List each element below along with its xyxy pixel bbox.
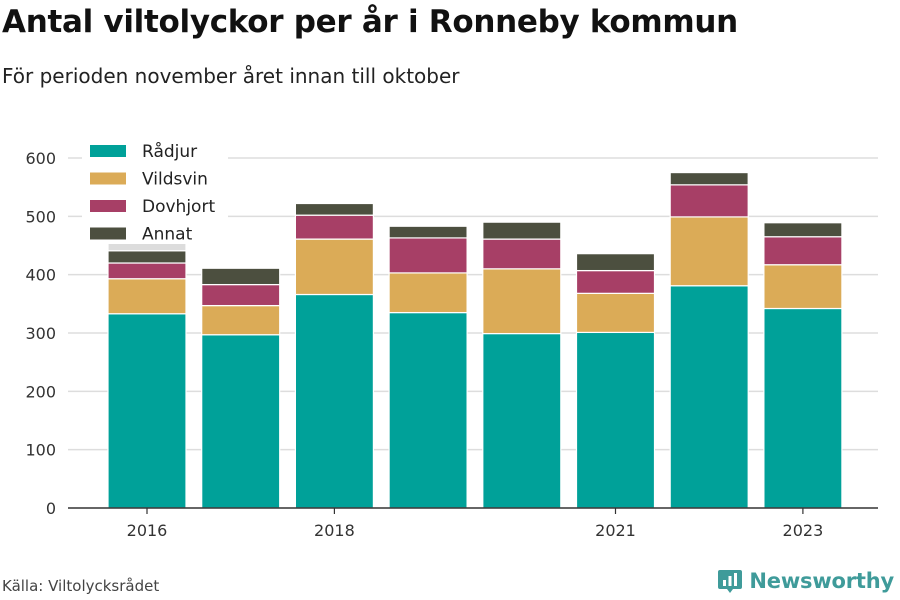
bar-segment <box>482 268 562 335</box>
bar-segment <box>763 236 843 266</box>
y-tick-label: 600 <box>25 149 56 168</box>
y-tick-label: 200 <box>25 382 56 401</box>
x-tick-label: 2021 <box>595 521 636 540</box>
newsworthy-logo-icon <box>718 570 743 593</box>
bar-segment <box>294 238 374 296</box>
newsworthy-logo: Newsworthy <box>717 568 894 594</box>
legend-swatch <box>90 172 126 185</box>
bar-segment <box>669 285 749 509</box>
legend-swatch <box>90 227 126 240</box>
bar-segment <box>669 184 749 218</box>
bar-segment <box>763 264 843 310</box>
chart-title: Antal viltolyckor per år i Ronneby kommu… <box>2 4 738 40</box>
legend-swatch <box>90 200 126 212</box>
stacked-bar-chart: 0 100 200 300 400 500 600 2016 2018 2021 2023 Rådju… <box>25 141 878 540</box>
bar-segment <box>763 307 843 509</box>
bar-segment <box>388 311 468 509</box>
bar-segment <box>669 171 749 186</box>
y-tick-label: 0 <box>46 499 56 518</box>
bar-segment <box>201 267 281 286</box>
y-tick-label: 100 <box>25 441 56 460</box>
bar-segment <box>482 221 562 240</box>
bar-segment <box>482 238 562 270</box>
bar-segment <box>575 269 656 294</box>
bar-segment <box>763 222 843 238</box>
bar-segment <box>669 216 749 287</box>
x-tick-label: 2018 <box>314 521 355 540</box>
legend-label: Dovhjort <box>142 197 215 217</box>
bar-segment <box>388 237 468 274</box>
brand-name: Newsworthy <box>749 569 894 593</box>
legend-label: Annat <box>142 225 193 245</box>
bar-segment <box>294 202 374 216</box>
bar-segment <box>107 313 187 509</box>
legend-label: Vildsvin <box>142 170 208 190</box>
chart-subtitle: För perioden november året innan till ok… <box>2 64 460 88</box>
bar-segment <box>201 334 281 509</box>
y-tick-label: 400 <box>25 266 56 285</box>
bar-segment <box>575 292 656 334</box>
y-tick-label: 300 <box>25 324 56 343</box>
source-note: Källa: Viltolycksrådet <box>2 577 160 595</box>
bar-segment <box>201 304 281 336</box>
bar-segment <box>201 283 281 307</box>
bar-segment <box>575 331 656 509</box>
bar-segment <box>107 278 187 315</box>
legend-swatch <box>90 145 126 157</box>
bar-segment <box>388 272 468 314</box>
bar-segment <box>107 262 187 280</box>
bar-segment <box>388 225 468 239</box>
x-tick-label: 2016 <box>127 521 168 540</box>
bar-segment <box>294 293 374 509</box>
y-tick-label: 500 <box>25 207 56 226</box>
bar-segment <box>482 332 562 509</box>
bar-segment <box>107 250 187 264</box>
bar-segment <box>294 214 374 240</box>
bar-segment <box>575 253 656 272</box>
x-tick-label: 2023 <box>783 521 824 540</box>
legend-label: Rådjur <box>142 141 197 162</box>
